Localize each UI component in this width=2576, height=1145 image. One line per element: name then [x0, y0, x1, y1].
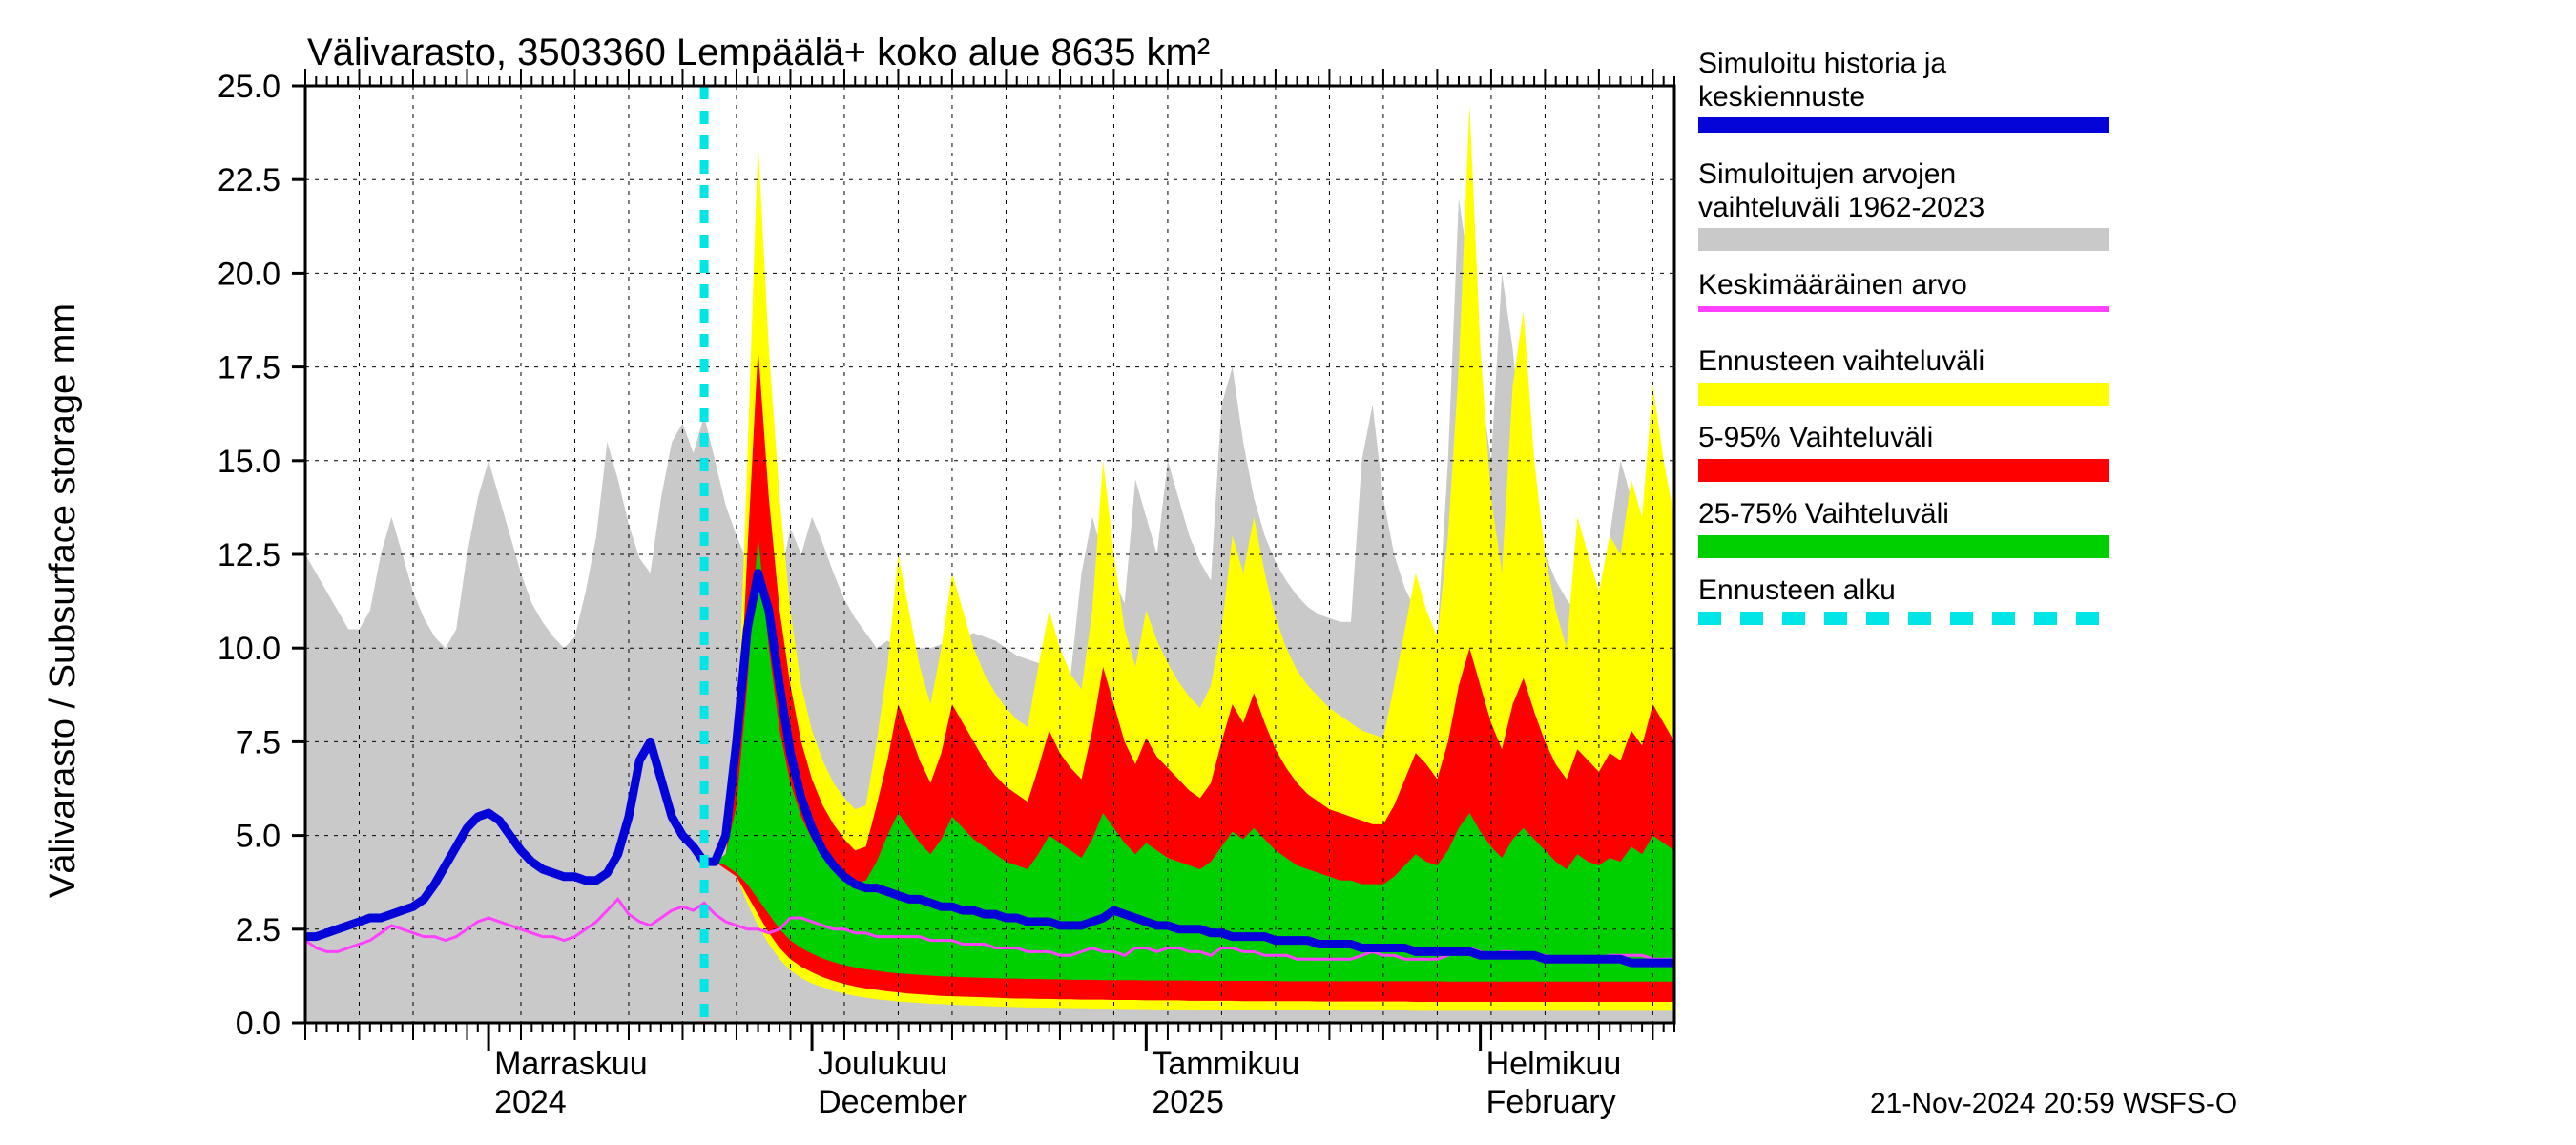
legend-item: Simuloitujen arvojen vaihteluväli 1962-2… — [1698, 158, 2109, 251]
legend-item: Keskimääräinen arvo — [1698, 269, 2109, 312]
x-month-label: Marraskuu — [494, 1046, 648, 1082]
y-tick-label: 15.0 — [218, 444, 280, 480]
y-tick-label: 7.5 — [236, 724, 280, 760]
y-tick-label: 22.5 — [218, 162, 280, 198]
y-tick-label: 5.0 — [236, 819, 280, 855]
legend-swatch — [1698, 535, 2109, 558]
legend-label: Simuloitu historia ja keskiennuste — [1698, 48, 2109, 114]
legend-swatch — [1698, 612, 2109, 625]
hydrological-chart: 0.0 2.5 5.0 7.5 10.0 12.5 15.0 17.5 20.0 22.5 25.0… — [0, 0, 2576, 1145]
legend-item: Ennusteen vaihteluväli — [1698, 345, 2109, 406]
legend-label: Ennusteen alku — [1698, 574, 2109, 608]
legend-item: 25-75% Vaihteluväli — [1698, 498, 2109, 558]
y-tick-label: 0.0 — [236, 1006, 280, 1042]
legend-swatch — [1698, 459, 2109, 482]
chart-title: Välivarasto, 3503360 Lempäälä+ koko alue… — [307, 31, 1210, 73]
legend-label: 25-75% Vaihteluväli — [1698, 498, 2109, 531]
legend-item: Simuloitu historia ja keskiennuste — [1698, 48, 2109, 133]
x-month-sublabel: December — [818, 1084, 967, 1120]
legend-label: 5-95% Vaihteluväli — [1698, 422, 2109, 455]
y-tick-label: 17.5 — [218, 350, 280, 386]
y-tick-label: 25.0 — [218, 69, 280, 105]
legend-swatch — [1698, 383, 2109, 406]
x-month-label: Helmikuu — [1486, 1046, 1622, 1082]
legend-label: Keskimääräinen arvo — [1698, 269, 2109, 302]
legend-label: Ennusteen vaihteluväli — [1698, 345, 2109, 379]
x-month-sublabel: February — [1486, 1084, 1616, 1120]
y-tick-label: 10.0 — [218, 631, 280, 667]
legend-swatch — [1698, 228, 2109, 251]
legend-item: Ennusteen alku — [1698, 574, 2109, 625]
legend-swatch — [1698, 306, 2109, 312]
y-tick-label: 2.5 — [236, 912, 280, 948]
legend-item: 5-95% Vaihteluväli — [1698, 422, 2109, 482]
y-tick-label: 20.0 — [218, 256, 280, 292]
legend-swatch — [1698, 117, 2109, 133]
x-month-label: Joulukuu — [818, 1046, 947, 1082]
timestamp: 21-Nov-2024 20:59 WSFS-O — [1870, 1088, 2237, 1120]
x-month-label: Tammikuu — [1152, 1046, 1299, 1082]
legend-label: Simuloitujen arvojen vaihteluväli 1962-2… — [1698, 158, 2109, 224]
x-month-sublabel: 2024 — [494, 1084, 567, 1120]
x-month-sublabel: 2025 — [1152, 1084, 1224, 1120]
y-tick-label: 12.5 — [218, 537, 280, 573]
y-axis-label: Välivarasto / Subsurface storage mm — [43, 303, 83, 898]
